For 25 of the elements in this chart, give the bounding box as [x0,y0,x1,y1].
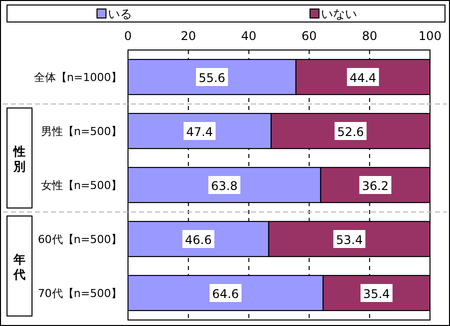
y-tick-label: 男性【n=500】 [40,125,122,138]
x-tick-label: 20 [180,29,196,43]
data-label: 52.6 [337,125,364,139]
text: 性別 [12,144,26,174]
text: 年代 [12,252,26,282]
y-tick-label: 全体【n=1000】 [34,71,122,84]
legend-label: いない [321,7,357,21]
data-label: 35.4 [363,287,390,301]
data-label: 64.6 [212,287,239,301]
legend-label: いる [108,7,132,21]
y-tick-label: 70代【n=500】 [38,287,122,300]
data-label: 36.2 [362,179,389,193]
data-label: 55.6 [198,71,226,85]
x-tick-label: 80 [362,29,378,43]
data-label: 44.4 [350,71,376,85]
data-label: 63.8 [210,179,238,193]
x-tick-label: 0 [124,29,132,43]
x-tick-label: 100 [418,29,442,43]
y-tick-label: 60代【n=500】 [38,233,122,246]
data-label: 46.6 [185,233,212,247]
y-tick-label: 女性【n=500】 [40,179,122,192]
x-tick-label: 60 [302,29,317,43]
data-label: 53.4 [336,233,363,247]
x-tick-label: 40 [241,29,256,43]
data-label: 47.4 [186,125,213,139]
